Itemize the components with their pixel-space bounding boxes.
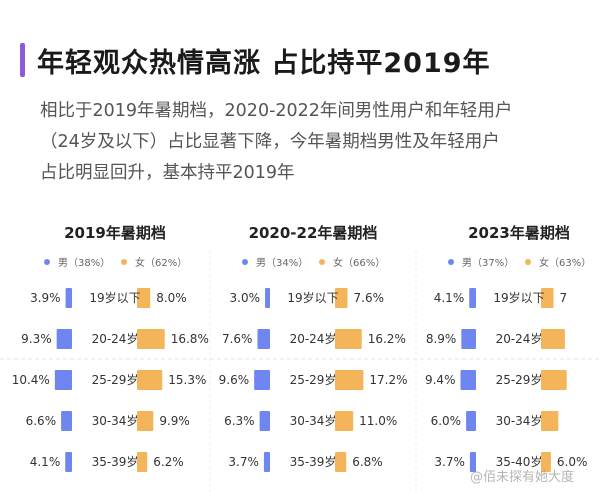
bar-female-1-3: [137, 370, 163, 390]
bar-female-1-5: [137, 452, 148, 472]
bar-male-2-5: [263, 452, 270, 472]
value-female-2-2: 16.2%: [368, 332, 406, 346]
chart-title-3: 2023年暑期档: [468, 224, 570, 242]
bar-male-2-3: [254, 370, 270, 390]
value-female-3-1: 7: [560, 291, 568, 305]
bar-male-3-4: [466, 411, 476, 431]
legend-male-label-3: 男（37%）: [462, 257, 514, 269]
bar-female-1-1: [137, 288, 151, 308]
legend-male-dot-2: [242, 259, 248, 265]
value-female-1-2: 16.8%: [171, 332, 209, 346]
value-male-2-4: 6.3%: [224, 414, 255, 428]
bar-female-3-3: [541, 370, 567, 390]
value-male-2-5: 3.7%: [228, 455, 259, 469]
value-female-2-4: 11.0%: [359, 414, 397, 428]
bar-male-3-3: [460, 370, 476, 390]
category-label-3-5: 35-40岁: [496, 454, 543, 469]
bar-male-3-1: [469, 288, 476, 308]
category-label-2-3: 25-29岁: [290, 372, 337, 387]
value-male-2-3: 9.6%: [219, 373, 250, 387]
bar-male-2-1: [265, 288, 270, 308]
value-male-3-4: 6.0%: [431, 414, 462, 428]
bar-female-1-2: [137, 329, 165, 349]
value-female-1-5: 6.2%: [153, 455, 184, 469]
bar-male-1-4: [61, 411, 72, 431]
bar-female-1-4: [137, 411, 154, 431]
chart-title-1: 2019年暑期档: [64, 224, 166, 242]
bar-male-1-1: [65, 288, 72, 308]
category-label-2-4: 30-34岁: [290, 413, 337, 428]
value-male-3-3: 9.4%: [425, 373, 456, 387]
bar-male-3-5: [469, 452, 476, 472]
value-female-3-5: 6.0%: [557, 455, 588, 469]
legend-male-label-2: 男（34%）: [256, 257, 308, 269]
bar-male-1-3: [54, 370, 72, 390]
legend-female-dot-2: [319, 259, 325, 265]
category-label-1-3: 25-29岁: [92, 372, 139, 387]
legend-male-dot-1: [44, 259, 50, 265]
bar-male-2-2: [257, 329, 270, 349]
page-title: 年轻观众热情高涨 占比持平2019年: [37, 47, 491, 79]
category-label-2-2: 20-24岁: [290, 331, 337, 346]
legend-male-dot-3: [448, 259, 454, 265]
value-male-1-3: 10.4%: [12, 373, 50, 387]
bar-male-1-5: [65, 452, 72, 472]
legend-female-label-1: 女（62%）: [135, 256, 187, 269]
bar-female-2-5: [335, 452, 347, 472]
bar-female-3-2: [541, 329, 565, 349]
bar-female-3-5: [541, 452, 551, 472]
value-female-1-4: 9.9%: [159, 414, 190, 428]
value-male-1-2: 9.3%: [21, 332, 52, 346]
value-male-2-2: 7.6%: [222, 332, 253, 346]
chart-title-2: 2020-22年暑期档: [249, 224, 378, 242]
value-male-3-5: 3.7%: [434, 455, 465, 469]
category-label-2-1: 19岁以下: [287, 290, 338, 305]
legend-female-label-2: 女（66%）: [333, 256, 385, 269]
bar-male-3-2: [461, 329, 476, 349]
bar-female-2-4: [335, 411, 354, 431]
legend-male-label-1: 男（38%）: [58, 257, 110, 269]
description-line-2: （24岁及以下）占比显著下降，今年暑期档男性及年轻用户: [40, 132, 500, 152]
value-female-2-5: 6.8%: [352, 455, 383, 469]
category-label-1-2: 20-24岁: [92, 331, 139, 346]
value-female-2-3: 17.2%: [369, 373, 407, 387]
category-label-3-4: 30-34岁: [496, 413, 543, 428]
description-line-3: 占比明显回升，基本持平2019年: [40, 163, 295, 183]
category-label-3-2: 20-24岁: [496, 331, 543, 346]
category-label-1-1: 19岁以下: [89, 290, 140, 305]
legend-female-dot-1: [121, 259, 127, 265]
category-label-1-4: 30-34岁: [92, 413, 139, 428]
value-female-2-1: 7.6%: [354, 291, 385, 305]
bar-male-2-4: [259, 411, 270, 431]
title-accent-bar: [20, 43, 25, 77]
description: 相比于2019年暑期档，2020-2022年间男性用户和年轻用户 （24岁及以下…: [40, 96, 596, 189]
bar-female-3-1: [541, 288, 554, 308]
category-label-1-5: 35-39岁: [92, 454, 139, 469]
watermark: @佰未探有她大度: [470, 470, 575, 485]
value-male-2-1: 3.0%: [230, 291, 261, 305]
value-female-1-1: 8.0%: [156, 291, 187, 305]
description-line-1: 相比于2019年暑期档，2020-2022年间男性用户和年轻用户: [40, 101, 513, 121]
value-male-3-1: 4.1%: [434, 291, 465, 305]
page-title-wrap: 年轻观众热情高涨 占比持平2019年: [20, 40, 491, 80]
bar-female-2-1: [335, 288, 348, 308]
value-male-1-4: 6.6%: [26, 414, 57, 428]
category-label-2-5: 35-39岁: [290, 454, 337, 469]
legend-female-label-3: 女（63%）: [539, 256, 591, 269]
value-male-1-1: 3.9%: [30, 291, 61, 305]
category-label-3-3: 25-29岁: [496, 372, 543, 387]
bar-female-2-3: [335, 370, 364, 390]
value-female-1-3: 15.3%: [168, 373, 206, 387]
bar-male-1-2: [56, 329, 72, 349]
value-male-1-5: 4.1%: [30, 455, 61, 469]
legend-female-dot-3: [525, 259, 531, 265]
bar-female-2-2: [335, 329, 362, 349]
category-label-3-1: 19岁以下: [493, 290, 544, 305]
value-male-3-2: 8.9%: [426, 332, 457, 346]
bar-female-3-4: [541, 411, 559, 431]
